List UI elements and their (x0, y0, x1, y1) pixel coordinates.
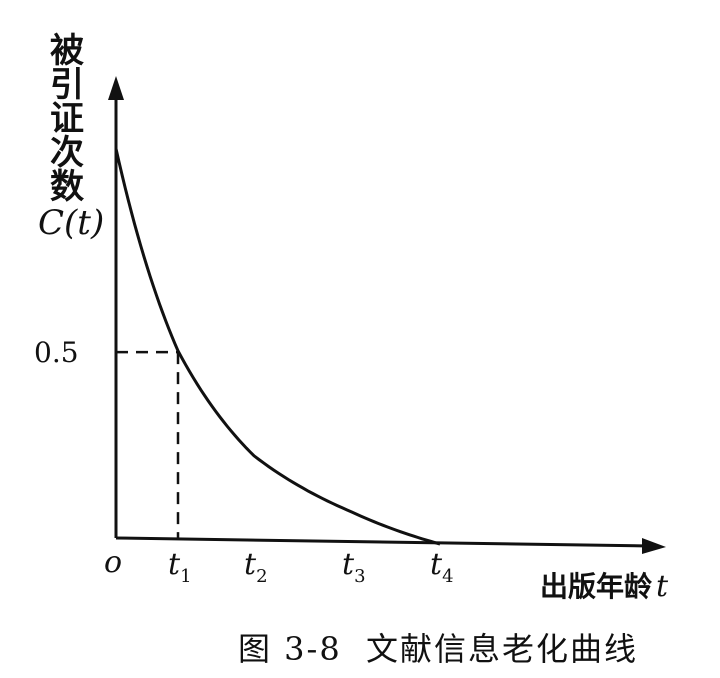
y-axis-label-char: 被 (50, 31, 84, 71)
x-tick-main: t (342, 547, 355, 582)
x-axis-arrow (642, 538, 666, 554)
x-tick-label: t3 (342, 547, 366, 587)
x-axis-label: 出版年龄 t (540, 569, 669, 604)
y-axis-arrow (108, 76, 124, 100)
x-tick-main: t (430, 547, 443, 582)
half-life-guide (116, 350, 180, 540)
y-axis-symbol: C(t) (38, 203, 104, 243)
y-axis-label-char: 引 (50, 65, 84, 105)
x-tick-main: t (168, 547, 181, 582)
x-tick-label: t1 (168, 547, 192, 587)
x-tick-sub: 3 (354, 566, 365, 587)
origin-label: o (104, 545, 122, 580)
x-tick-label: t4 (430, 547, 454, 587)
x-tick-labels: t1 t2 t3 t4 (168, 547, 454, 587)
x-tick-main: t (244, 547, 257, 582)
aging-curve (114, 148, 441, 546)
x-axis-label-text: 出版年龄 (540, 570, 653, 603)
x-axis (115, 536, 651, 548)
y-axis-label-char: 次 (50, 133, 84, 173)
y-axis-label-char: 数 (50, 167, 84, 207)
y-axis-label-char: 证 (50, 99, 84, 139)
y-tick-label: 0.5 (34, 336, 79, 369)
x-tick-sub: 2 (256, 566, 267, 587)
x-axis-symbol: t (656, 569, 669, 604)
x-tick-sub: 1 (180, 566, 191, 587)
y-tick-labels: 0.5 (34, 336, 79, 369)
x-tick-label: t2 (244, 547, 268, 587)
figure-caption: 图 3-8 文献信息老化曲线 (238, 630, 638, 668)
x-tick-sub: 4 (442, 566, 453, 587)
